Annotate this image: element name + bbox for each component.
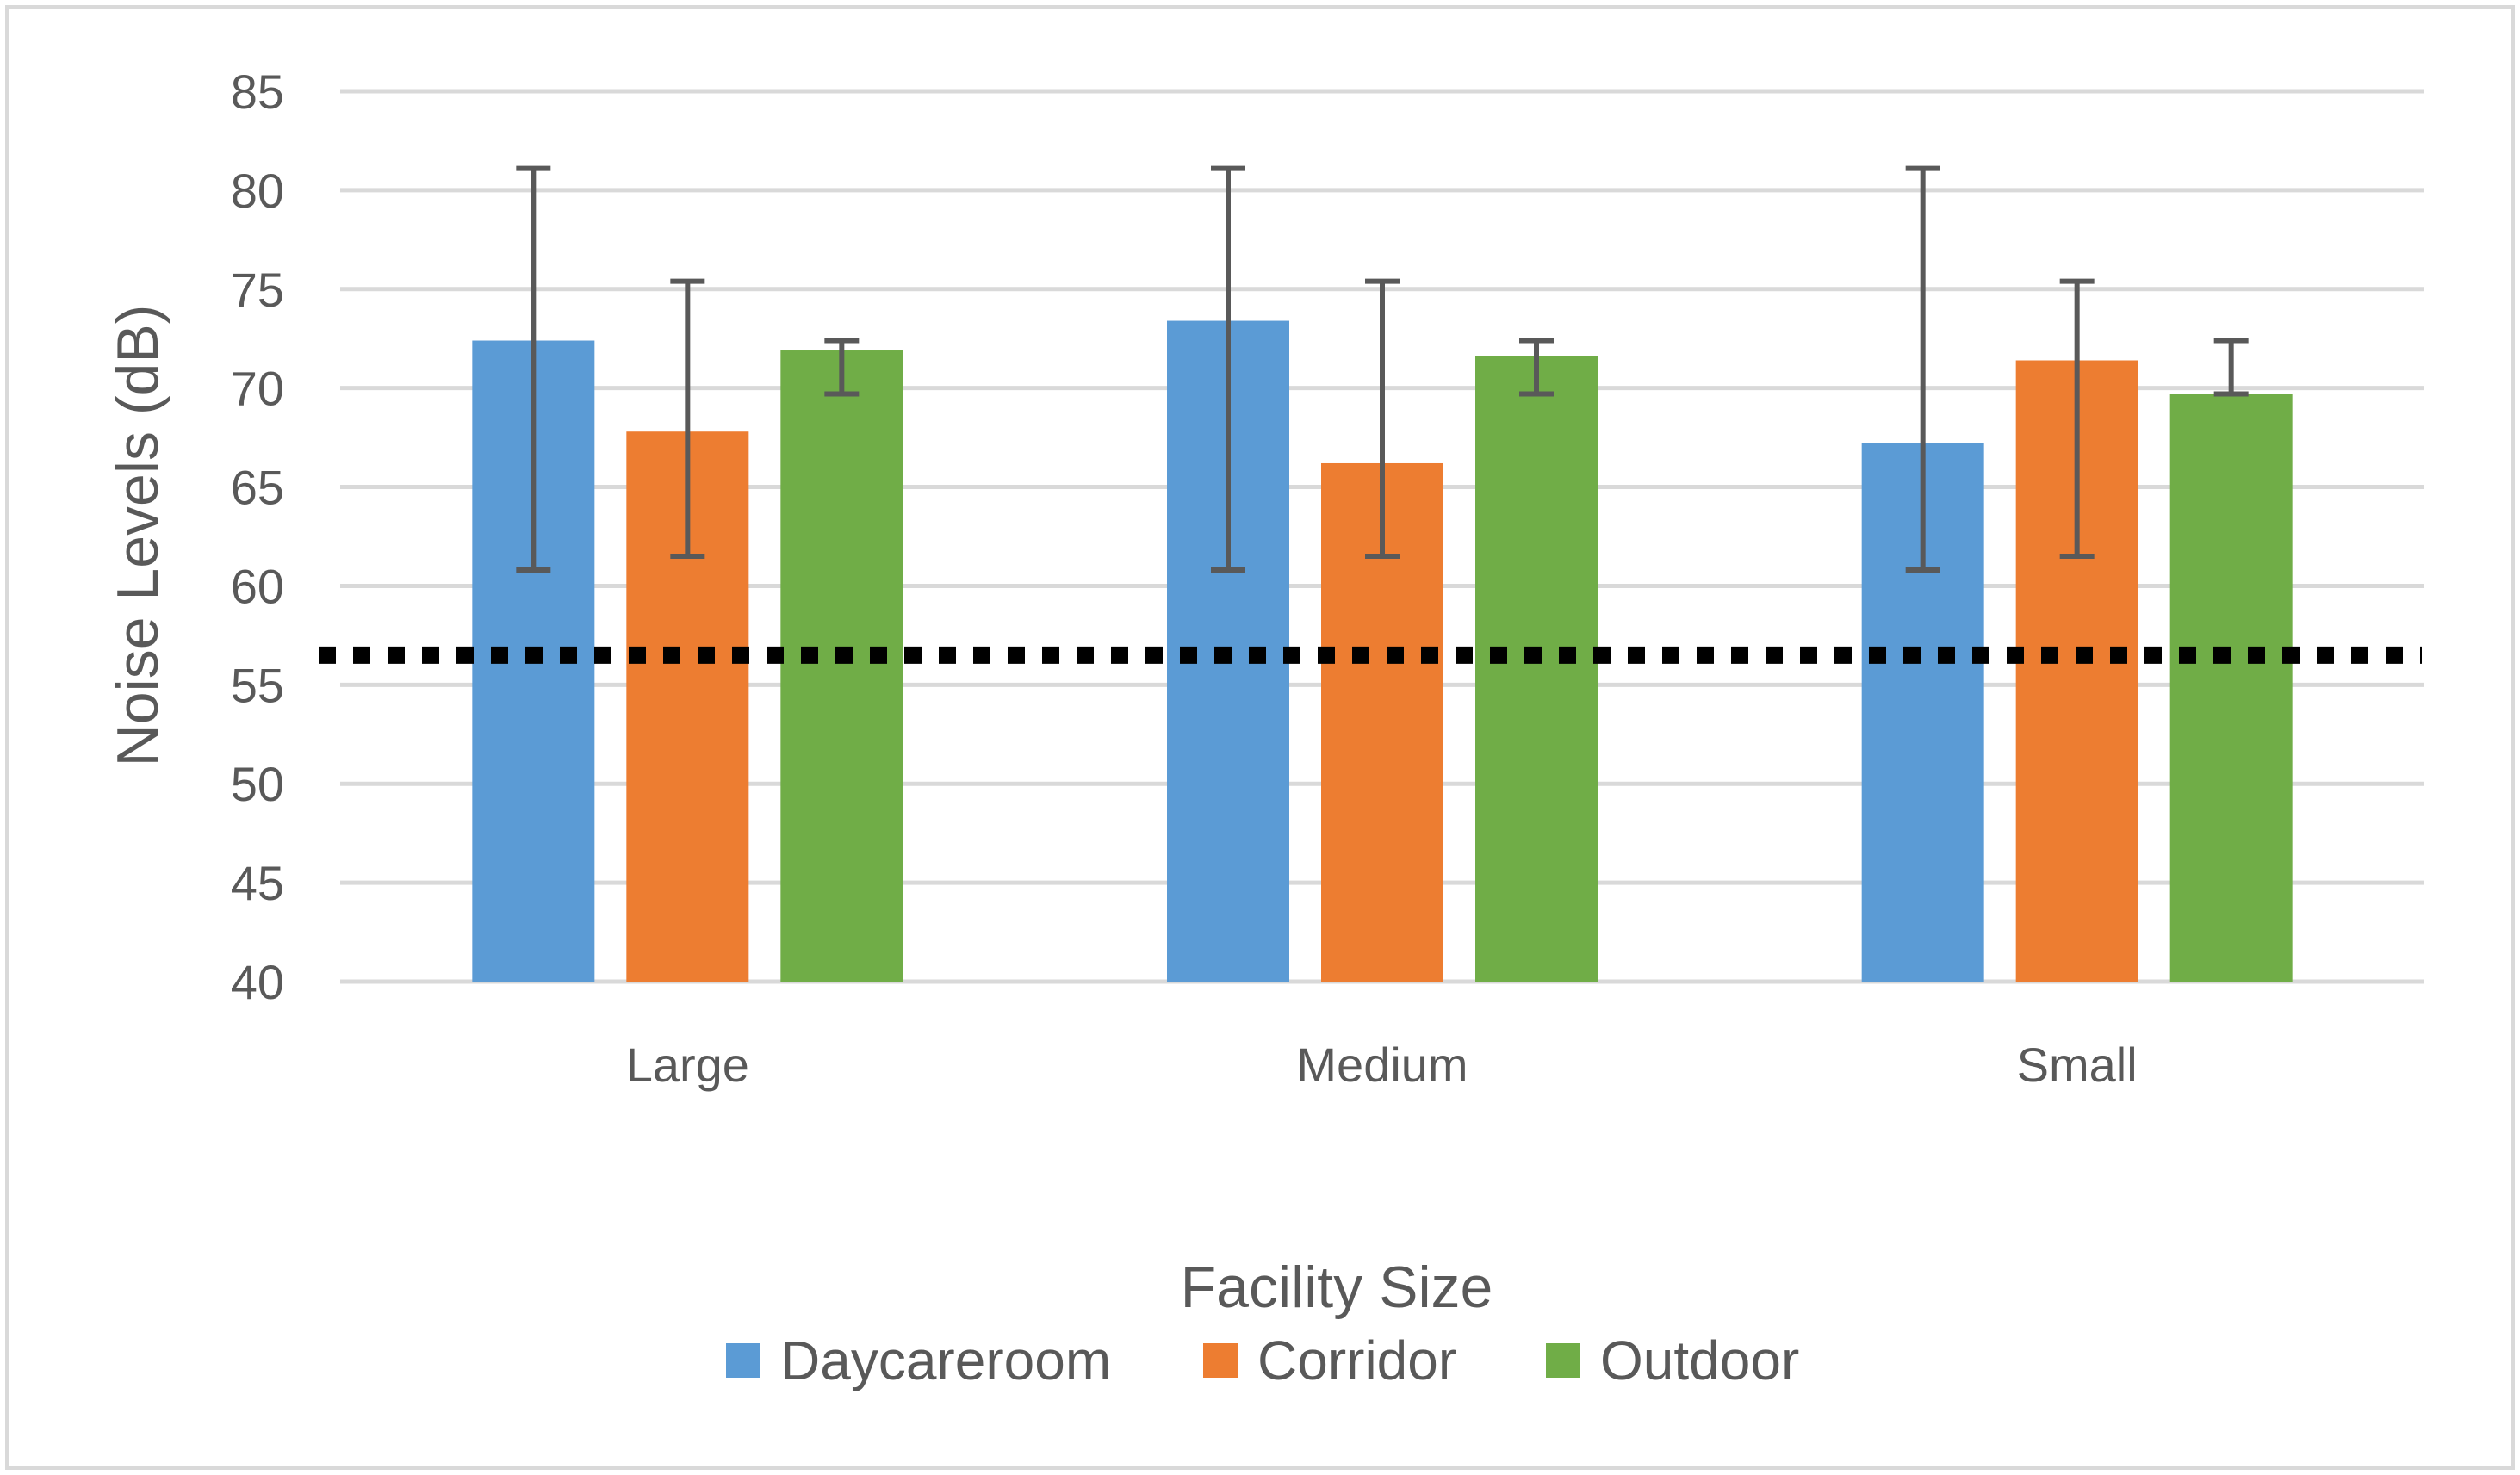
y-tick-label: 80 — [231, 164, 284, 218]
bar-outdoor-medium — [1475, 356, 1598, 982]
y-tick-labels: 40 45 50 55 60 65 70 75 80 85 — [231, 65, 284, 1009]
y-tick-label: 50 — [231, 757, 284, 811]
legend-swatch-outdoor — [1546, 1343, 1580, 1378]
error-bar-corridor-medium — [1365, 278, 1400, 559]
legend-label-corridor: Corridor — [1257, 1329, 1456, 1391]
x-tick-labels: Large Medium Small — [626, 1038, 2138, 1092]
y-tick-label: 85 — [231, 65, 284, 119]
y-tick-label: 40 — [231, 955, 284, 1009]
y-axis-title: Noise Levels (dB) — [105, 305, 171, 767]
error-bar-corridor-large — [670, 278, 705, 559]
y-tick-label: 45 — [231, 856, 284, 910]
error-bar-outdoor-small — [2213, 338, 2249, 397]
legend: Daycareroom Corridor Outdoor — [726, 1329, 1799, 1391]
error-bar-daycareroom-large — [516, 165, 551, 573]
y-tick-label: 55 — [231, 658, 284, 712]
x-axis-title: Facility Size — [1181, 1255, 1493, 1320]
error-bar-daycareroom-small — [1905, 165, 1940, 573]
legend-swatch-daycareroom — [726, 1343, 760, 1378]
x-tick-label: Small — [2017, 1038, 2138, 1092]
bar-outdoor-large — [780, 350, 903, 982]
y-tick-label: 75 — [231, 263, 284, 317]
legend-label-daycareroom: Daycareroom — [780, 1329, 1111, 1391]
error-bar-outdoor-large — [824, 338, 860, 397]
y-tick-label: 70 — [231, 362, 284, 416]
error-bar-daycareroom-medium — [1211, 165, 1245, 573]
error-bar-corridor-small — [2059, 278, 2095, 559]
error-bar-outdoor-medium — [1519, 338, 1554, 397]
legend-label-outdoor: Outdoor — [1600, 1329, 1799, 1391]
x-tick-label: Large — [626, 1038, 749, 1092]
legend-swatch-corridor — [1203, 1343, 1238, 1378]
y-tick-label: 60 — [231, 559, 284, 613]
y-tick-label: 65 — [231, 461, 284, 515]
error-bars — [516, 165, 2249, 573]
x-tick-label: Medium — [1296, 1038, 1468, 1092]
bar-outdoor-small — [2169, 394, 2293, 982]
